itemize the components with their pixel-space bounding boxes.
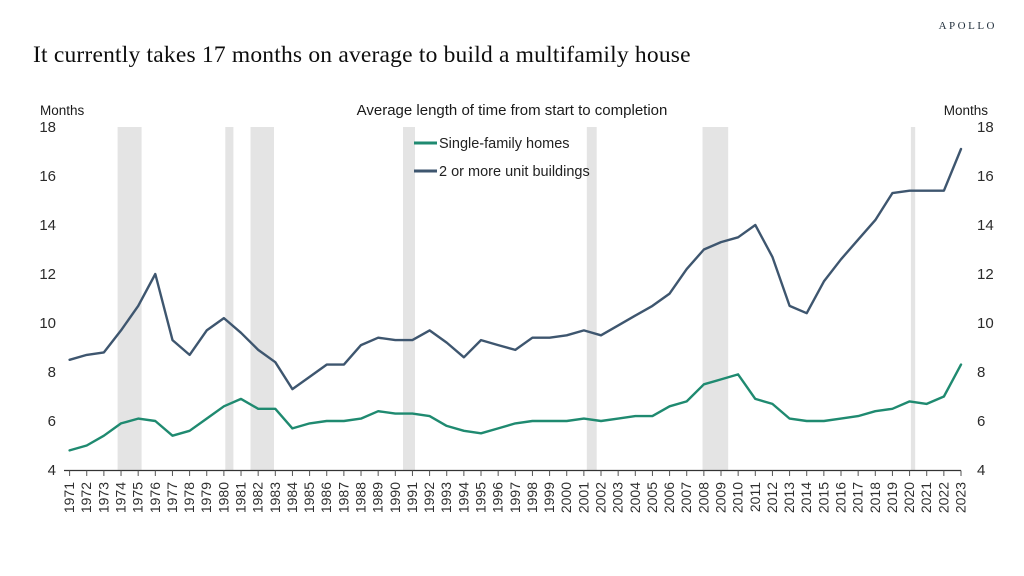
x-tick-label: 2007	[678, 482, 694, 513]
y-tick-label-right: 18	[977, 119, 994, 136]
x-tick-label: 2023	[953, 482, 969, 513]
recession-band	[910, 127, 916, 470]
x-tick-label: 2012	[764, 482, 780, 513]
y-axis-title-right: Months	[943, 103, 988, 118]
x-tick-label: 1974	[113, 482, 129, 513]
x-tick-label: 2008	[695, 482, 711, 513]
y-tick-label-left: 10	[39, 315, 56, 332]
x-tick-label: 2021	[918, 482, 934, 513]
x-tick-label: 2006	[661, 482, 677, 513]
x-tick-label: 2015	[815, 482, 831, 513]
x-tick-label: 1991	[404, 482, 420, 513]
x-tick-label: 2003	[610, 482, 626, 513]
y-tick-label-right: 16	[977, 168, 994, 185]
x-tick-label: 2014	[798, 482, 814, 513]
x-tick-label: 1981	[233, 482, 249, 513]
x-tick-label: 1982	[250, 482, 266, 513]
x-tick-label: 1983	[267, 482, 283, 513]
x-tick-label: 1994	[455, 482, 471, 513]
x-tick-label: 1979	[198, 482, 214, 513]
x-tick-label: 1987	[335, 482, 351, 513]
x-tick-label: 2002	[593, 482, 609, 513]
chart-subtitle: Average length of time from start to com…	[356, 102, 668, 119]
x-tick-label: 1975	[130, 482, 146, 513]
x-tick-label: 1990	[387, 482, 403, 513]
y-tick-label-left: 8	[48, 364, 56, 381]
x-tick-label: 1999	[541, 482, 557, 513]
y-tick-label-left: 4	[48, 462, 56, 479]
chart-canvas: 1971 1972 1973 1974 1975 1976 1977 1978 1979 1980…	[39, 119, 994, 513]
y-tick-label-left: 14	[39, 217, 56, 234]
x-tick-label: 1993	[438, 482, 454, 513]
x-tick-label: 1972	[78, 482, 94, 513]
x-tick-label: 1997	[507, 482, 523, 513]
x-tick-label: 1995	[473, 482, 489, 513]
x-tick-label: 1971	[61, 482, 77, 513]
x-tick-label: 2017	[850, 482, 866, 513]
x-tick-label: 2019	[884, 482, 900, 513]
y-tick-label-right: 14	[977, 217, 994, 234]
x-tick-label: 2005	[644, 482, 660, 513]
y-tick-label-left: 12	[39, 266, 56, 283]
x-tick-label: 1980	[215, 482, 231, 513]
recession-band	[702, 127, 729, 470]
y-axis-title-left: Months	[40, 103, 85, 118]
x-tick-label: 1996	[490, 482, 506, 513]
x-tick-label: 1977	[164, 482, 180, 513]
x-tick-label: 1973	[95, 482, 111, 513]
y-tick-label-right: 10	[977, 315, 994, 332]
y-tick-label-right: 6	[977, 413, 985, 430]
recession-band	[403, 127, 415, 470]
x-tick-label: 1992	[421, 482, 437, 513]
x-tick-label: 1985	[301, 482, 317, 513]
x-tick-label: 1984	[284, 482, 300, 513]
x-tick-label: 2016	[833, 482, 849, 513]
x-tick-label: 1976	[147, 482, 163, 513]
x-tick-label: 2004	[627, 482, 643, 513]
recession-band	[117, 127, 142, 470]
x-tick-label: 1986	[318, 482, 334, 513]
x-tick-label: 2001	[575, 482, 591, 513]
series-line-single-family	[68, 363, 963, 452]
x-tick-label: 2009	[713, 482, 729, 513]
y-tick-label-left: 16	[39, 168, 56, 185]
x-tick-label: 2000	[558, 482, 574, 513]
x-tick-label: 2013	[781, 482, 797, 513]
legend-label-single-family: Single-family homes	[439, 136, 570, 152]
y-tick-label-left: 18	[39, 119, 56, 136]
x-tick-label: 2018	[867, 482, 883, 513]
x-tick-label: 2010	[730, 482, 746, 513]
y-tick-label-right: 12	[977, 266, 994, 283]
x-tick-label: 2020	[901, 482, 917, 513]
apollo-logo: APOLLO	[938, 20, 997, 32]
y-tick-label-right: 4	[977, 462, 985, 479]
series-line-multifamily	[68, 147, 963, 391]
x-tick-label: 1978	[181, 482, 197, 513]
x-tick-label: 1998	[524, 482, 540, 513]
legend-label-multifamily: 2 or more unit buildings	[439, 164, 590, 180]
x-tick-label: 2011	[747, 482, 763, 512]
x-tick-label: 1988	[353, 482, 369, 513]
page-title: It currently takes 17 months on average …	[33, 42, 691, 68]
x-tick-label: 2022	[935, 482, 951, 513]
recession-band	[225, 127, 234, 470]
recession-band	[586, 127, 597, 470]
x-tick-label: 1989	[370, 482, 386, 513]
recession-band	[250, 127, 274, 470]
y-tick-label-left: 6	[48, 413, 56, 430]
y-tick-label-right: 8	[977, 364, 985, 381]
